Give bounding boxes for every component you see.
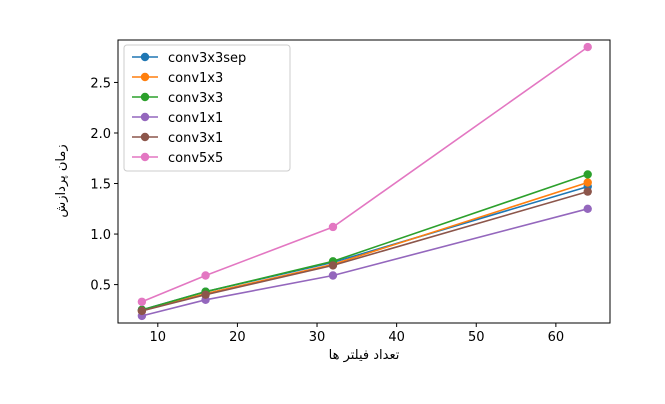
- x-tick-label: 10: [150, 330, 167, 345]
- y-tick-label: 2.0: [90, 127, 111, 142]
- data-point: [328, 261, 338, 270]
- x-tick-label: 40: [388, 330, 405, 345]
- data-point: [583, 42, 592, 52]
- x-axis: 10 20 30 40 50 60: [150, 323, 565, 345]
- legend-box: [123, 44, 291, 172]
- series-line: [141, 46, 589, 303]
- legend-label: conv3x3: [168, 91, 223, 106]
- series-line: [141, 190, 588, 312]
- legend-label: conv1x3: [168, 71, 223, 86]
- legend-swatch-marker: [140, 132, 150, 142]
- legend-label: conv5x5: [168, 151, 223, 166]
- data-point: [137, 297, 147, 306]
- x-tick-label: 20: [229, 330, 246, 345]
- plot-frame: [117, 39, 611, 324]
- y-axis-title: زمان پردازش: [54, 144, 69, 217]
- y-axis: 0.5 1.0 1.5 2.0 2.5: [90, 76, 118, 294]
- legend-swatch-marker: [140, 152, 150, 162]
- legend: conv3x3sep conv1x3 conv3x3 conv1x1 conv3x1 co…: [123, 44, 291, 172]
- data-point: [201, 271, 210, 280]
- y-tick-label: 1.0: [90, 228, 111, 243]
- data-point: [583, 178, 592, 187]
- x-tick-label: 50: [468, 330, 485, 345]
- legend-swatch-marker: [140, 72, 150, 82]
- y-tick-label: 1.5: [90, 178, 111, 193]
- y-tick-label: 0.5: [90, 279, 111, 294]
- data-point: [583, 170, 592, 179]
- legend-swatch-marker: [140, 112, 150, 122]
- x-tick-label: 30: [309, 330, 326, 345]
- data-point: [328, 271, 338, 280]
- series-conv1x1: [137, 204, 592, 321]
- legend-swatch-marker: [140, 52, 150, 62]
- data-point: [137, 306, 147, 316]
- data-point: [583, 187, 592, 196]
- x-axis-title: تعداد فیلتر ها: [329, 348, 400, 363]
- legend-swatch-marker: [140, 92, 150, 102]
- x-tick-label: 60: [548, 330, 565, 345]
- legend-label: conv3x3sep: [168, 51, 246, 66]
- data-point: [201, 290, 210, 299]
- data-point: [583, 204, 592, 213]
- legend-label: conv1x1: [168, 111, 223, 126]
- data-point: [328, 222, 338, 232]
- series-line: [141, 208, 588, 317]
- series-conv3x1: [137, 187, 592, 316]
- legend-label: conv3x1: [168, 131, 223, 146]
- y-tick-label: 2.5: [90, 76, 111, 91]
- series-conv5x5: [137, 42, 592, 306]
- series-line: [141, 173, 588, 311]
- series-layer: [137, 42, 592, 321]
